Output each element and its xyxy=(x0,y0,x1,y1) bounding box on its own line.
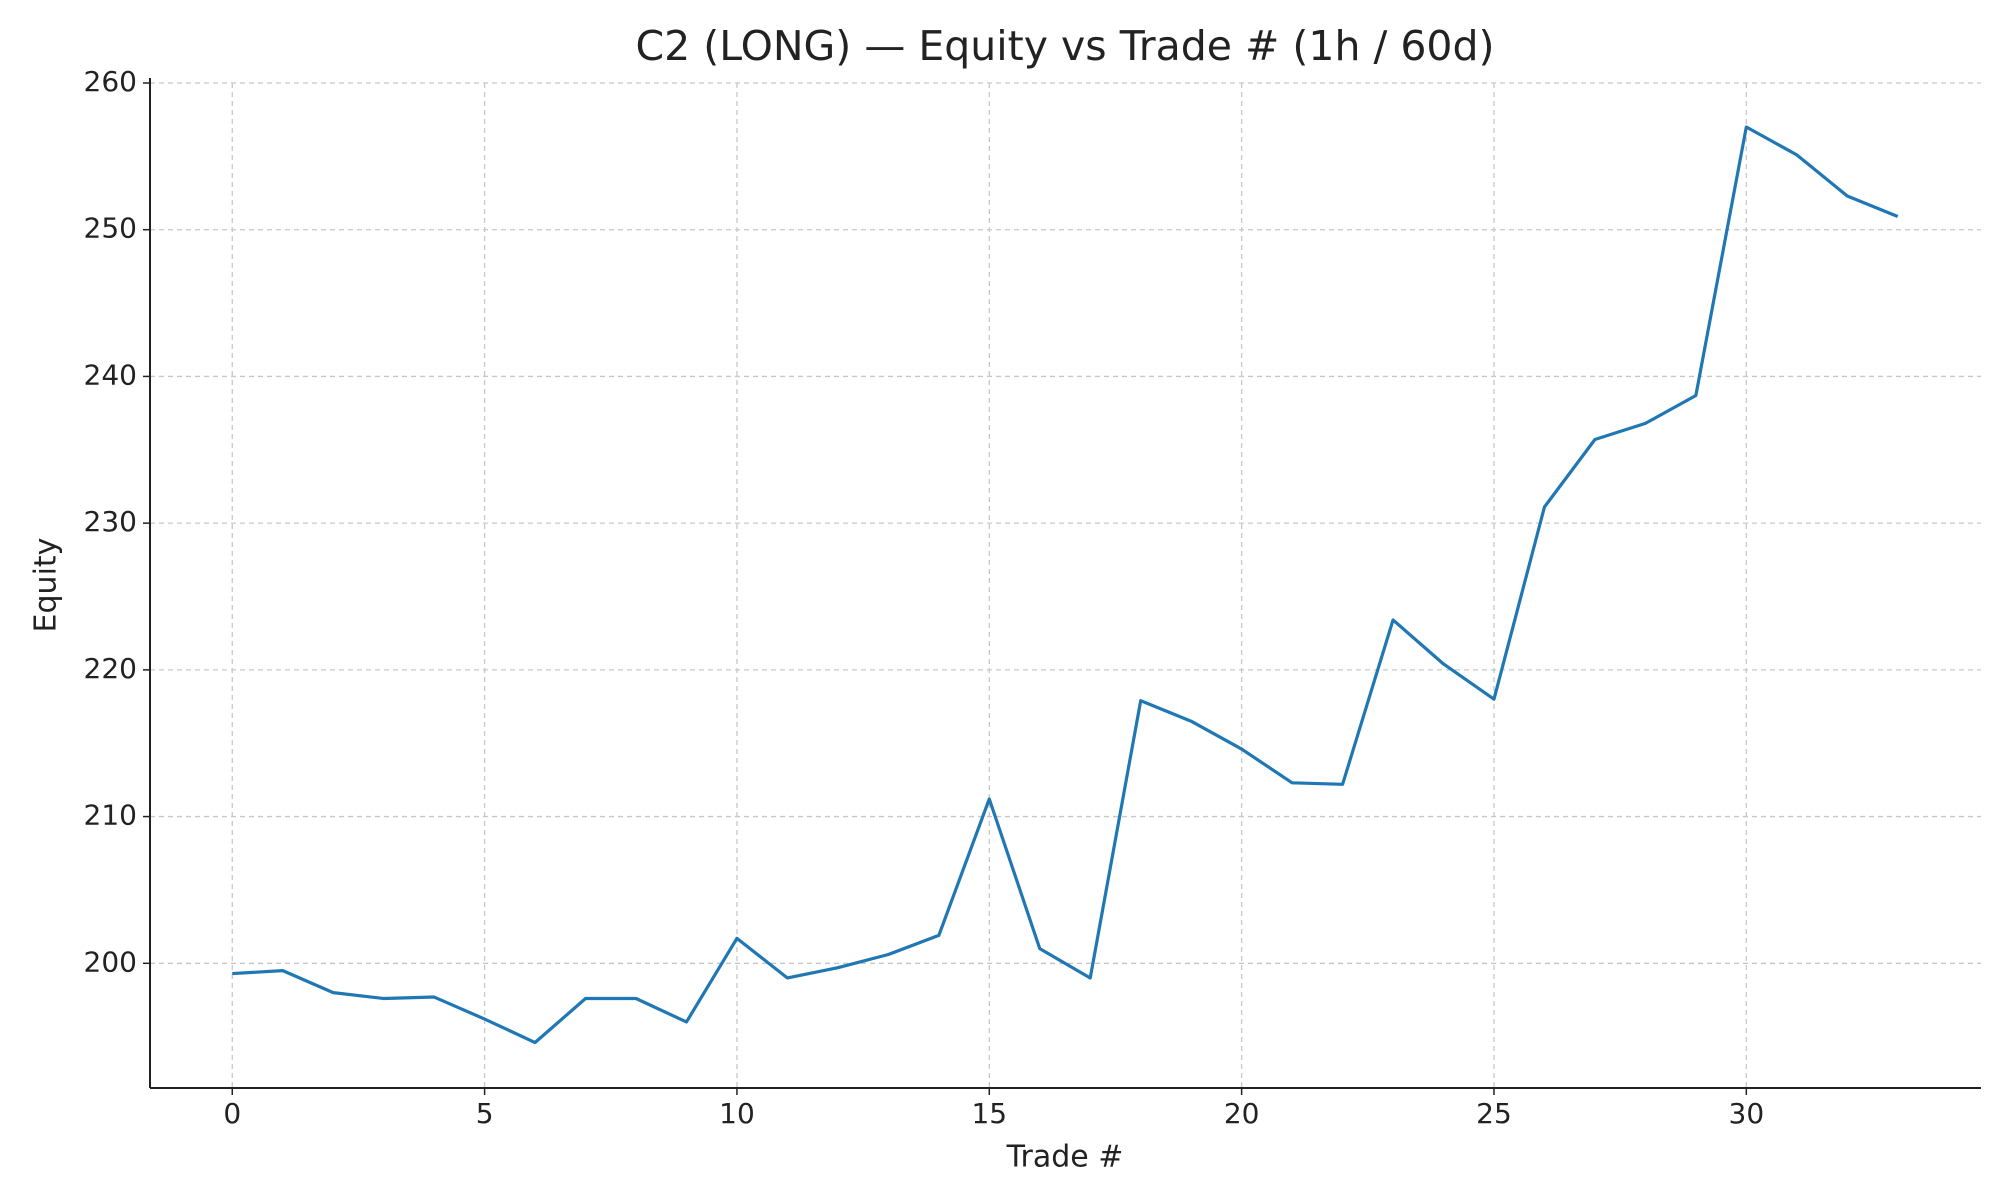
y-tick-label: 210 xyxy=(84,799,137,832)
y-tick-label: 260 xyxy=(84,65,137,98)
x-tick-label: 15 xyxy=(971,1097,1007,1130)
x-tick-label: 25 xyxy=(1476,1097,1512,1130)
x-tick-label: 10 xyxy=(719,1097,755,1130)
y-tick-label: 240 xyxy=(84,358,137,391)
x-tick-label: 20 xyxy=(1224,1097,1260,1130)
y-axis-label: Equity xyxy=(29,538,64,633)
y-tick-label: 230 xyxy=(84,505,137,538)
chart-title: C2 (LONG) — Equity vs Trade # (1h / 60d) xyxy=(635,22,1494,70)
x-tick-label: 5 xyxy=(476,1097,494,1130)
x-tick-label: 0 xyxy=(223,1097,241,1130)
x-tick-label: 30 xyxy=(1729,1097,1765,1130)
y-tick-label: 200 xyxy=(84,945,137,978)
line-series xyxy=(232,125,1899,1045)
x-axis-label: Trade # xyxy=(1006,1140,1124,1175)
y-tick-label: 220 xyxy=(84,652,137,685)
y-tick-label: 250 xyxy=(84,212,137,245)
